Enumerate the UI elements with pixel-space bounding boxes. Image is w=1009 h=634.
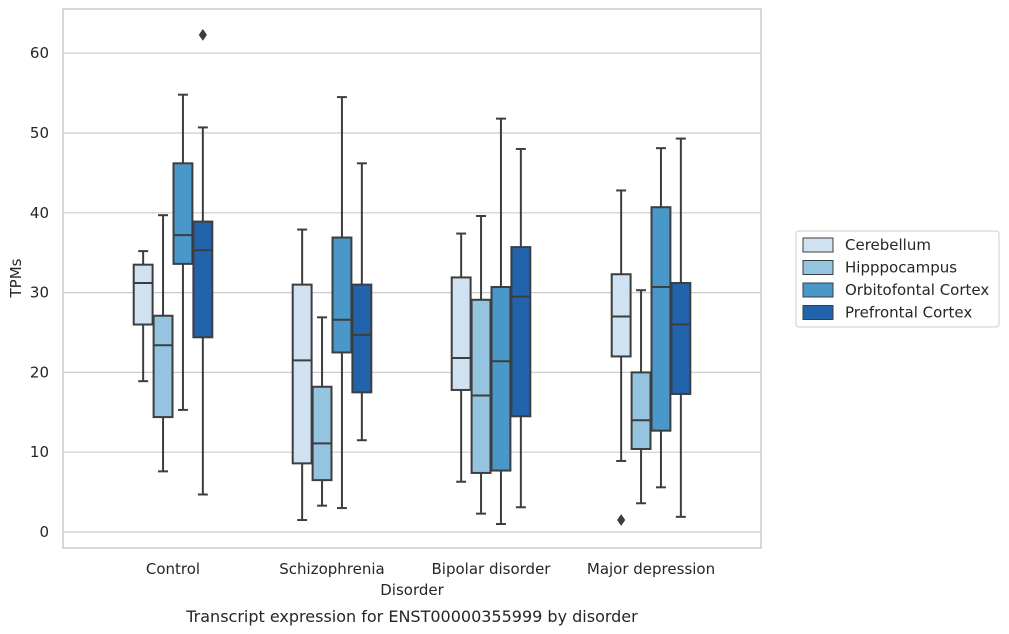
y-tick-labels: 0 10 20 30 40 50 60 [30,44,49,541]
x-tick-labels: Control Schizophrenia Bipolar disorder Majo… [146,560,715,578]
box-iqr [470,298,492,474]
y-tick-label: 40 [30,204,49,222]
box-iqr [172,162,194,265]
box-2-2 [490,117,512,526]
legend-items: Cerebellum Hipppocampus Orbitofontal Corte… [802,236,989,322]
x-tick-label: Schizophrenia [279,560,384,578]
box-2-1 [331,96,353,510]
x-tick-label: Control [146,560,200,578]
box-iqr [650,206,672,432]
box-3-1 [351,162,373,442]
box-2-3 [650,147,672,489]
box-iqr [331,236,353,354]
box-iqr [610,273,632,358]
legend-label: Orbitofontal Cortex [845,281,989,299]
box-iqr [192,220,214,339]
y-tick-label: 0 [39,523,49,541]
outlier-point [617,514,626,526]
legend-label: Cerebellum [845,236,931,254]
box-0-0 [132,250,154,383]
y-tick-label: 60 [30,44,49,62]
y-axis-label: TPMs [7,258,25,298]
box-iqr [152,314,174,419]
y-tick-label: 30 [30,284,49,302]
box-iqr [630,371,652,451]
box-3-2 [510,147,532,509]
box-iqr [132,263,154,326]
box-iqr [311,385,333,482]
box-iqr [291,283,313,465]
legend-swatch [802,282,834,298]
box-1-0 [152,214,174,473]
box-1-2 [470,214,492,515]
box-iqr [490,286,512,472]
legend-label: Prefrontal Cortex [845,304,972,322]
plot-frame [62,8,762,549]
y-tick-label: 10 [30,443,49,461]
box-iqr [510,246,532,418]
legend: Cerebellum Hipppocampus Orbitofontal Corte… [795,230,1000,328]
x-tick-label: Bipolar disorder [432,560,552,578]
box-0-3 [610,189,632,526]
legend-swatch [802,237,834,253]
box-1-3 [630,289,652,505]
box-2-0 [172,93,194,411]
box-1-1 [311,316,333,507]
y-tick-label: 20 [30,363,49,381]
x-axis-label: Disorder [380,581,444,599]
outlier-point [198,28,207,41]
legend-swatch [802,260,834,275]
box-3-3 [670,137,692,518]
legend-label: Hipppocampus [845,259,957,277]
chart-caption: Transcript expression for ENST0000035599… [185,607,638,626]
y-tick-label: 50 [30,124,49,142]
box-iqr [450,276,472,391]
box-iqr [351,283,373,394]
box-0-1 [291,228,313,522]
box-3-0 [192,28,214,496]
legend-swatch [802,305,834,320]
legend-frame [795,230,1000,328]
box-plots [132,28,692,526]
box-iqr [670,282,692,395]
x-tick-label: Major depression [587,560,715,578]
box-0-2 [450,232,472,483]
